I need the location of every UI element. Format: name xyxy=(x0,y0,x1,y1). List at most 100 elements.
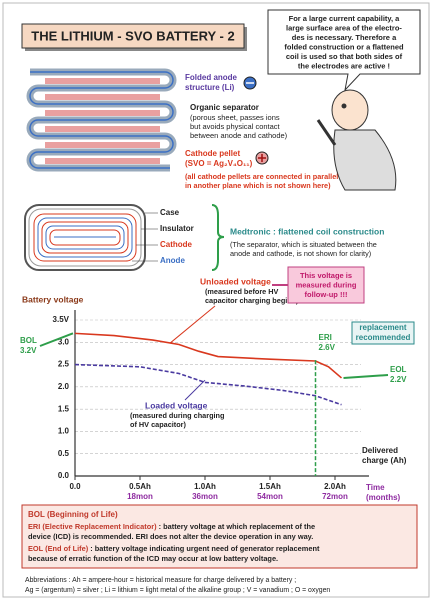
followup-text: measured during xyxy=(296,280,357,289)
cathode-pellet xyxy=(45,110,160,116)
marker-value: 2.6V xyxy=(319,343,336,352)
note: (measured before HV xyxy=(205,287,279,296)
series-label: Unloaded voltage xyxy=(200,276,271,286)
coil-cathode xyxy=(41,221,129,254)
marker-label: EOL xyxy=(390,365,407,374)
cartoon xyxy=(316,89,397,191)
marker-value: 3.2V xyxy=(20,346,37,355)
series-line xyxy=(74,332,343,379)
cathode-pellet xyxy=(45,126,160,132)
marker-arrow xyxy=(343,374,389,379)
bubble-text: coil is used so that both sides of xyxy=(286,52,403,61)
case xyxy=(24,204,146,271)
eri-text: : battery voltage at which replacement o… xyxy=(157,522,316,531)
bubble-text: des is necessary. Therefore a xyxy=(292,33,397,42)
separator-text: but avoids physical contact xyxy=(190,122,281,131)
x-tick-label: 0.5Ah xyxy=(129,482,151,491)
cartoon-eye xyxy=(341,103,347,109)
pointer xyxy=(184,379,206,401)
plus-sign xyxy=(258,154,266,162)
cathode-pellet xyxy=(45,78,160,84)
y-tick-label: 2.5 xyxy=(58,360,70,369)
time-tick-label: 18mon xyxy=(127,492,153,501)
coil-anode xyxy=(45,225,125,250)
x-axis-label: Delivered xyxy=(362,446,398,455)
insulator xyxy=(28,208,142,267)
insulator-label: Insulator xyxy=(160,224,194,233)
eol-term: EOL (End of Life) xyxy=(28,544,89,553)
note: capacitor charging begins) xyxy=(205,296,299,305)
abbreviations: Abbreviations : Ah = ampere-hour = histo… xyxy=(25,577,296,584)
abbreviations: Ag = (argentum) = silver ; Li = lithium … xyxy=(25,587,330,594)
y-tick-label: 2.0 xyxy=(58,382,70,391)
marker-label: BOL xyxy=(20,336,37,345)
separator-text: (porous sheet, passes ions xyxy=(190,113,280,122)
series-line xyxy=(74,363,342,406)
x-tick-label: 2.0Ah xyxy=(324,482,346,491)
cartoon-arm xyxy=(316,119,337,146)
cathode-formula: (SVO = Ag₂V₄O₁₁) xyxy=(185,159,253,168)
title: THE LITHIUM - SVO BATTERY - 2 xyxy=(31,28,234,43)
marker-value: 2.2V xyxy=(390,375,407,384)
cathode-label: Cathode pellet xyxy=(185,149,240,158)
y-tick-label: 0.5 xyxy=(58,449,70,458)
y-tick-label: 0.0 xyxy=(58,471,70,480)
coil-note: anode and cathode, is not shown for clar… xyxy=(230,249,371,258)
replacement-text: replacement xyxy=(359,323,406,332)
bubble-text: the electrodes are active ! xyxy=(298,61,390,70)
coil-cathode xyxy=(33,213,137,262)
bubble-text: large surface area of the electro- xyxy=(286,23,402,32)
coil-diagram xyxy=(24,204,225,271)
replacement-text: recommended xyxy=(356,333,411,342)
time-tick-label: 36mon xyxy=(192,492,218,501)
followup-text: follow-up !!! xyxy=(305,290,348,299)
x-tick-label: 1.0Ah xyxy=(194,482,216,491)
y-tick-label: 1.5 xyxy=(58,404,70,413)
note: of HV capacitor) xyxy=(130,420,187,429)
time-tick-label: 72mon xyxy=(322,492,348,501)
anode-line xyxy=(29,71,174,169)
y-tick-label: 3.0 xyxy=(58,337,70,346)
coil-heading: Medtronic : flattened coil construction xyxy=(230,226,384,236)
anode-label: Folded anode xyxy=(185,73,238,82)
pointer xyxy=(169,305,216,344)
eol-definition: EOL (End of Life) : battery voltage indi… xyxy=(28,544,320,553)
coil-note: (The separator, which is situated betwee… xyxy=(230,240,377,249)
eol-text: because of erratic function of the ICD m… xyxy=(28,554,278,563)
cathode-label: Cathode xyxy=(160,240,193,249)
cathode-pellet xyxy=(45,142,160,148)
cathode-note: in another plane which is not shown here… xyxy=(185,181,331,190)
replacement-box xyxy=(351,321,415,345)
time-tick-label: 54mon xyxy=(257,492,283,501)
followup-box xyxy=(287,266,365,304)
title-box xyxy=(21,23,245,49)
anode-label: structure (Li) xyxy=(185,83,235,92)
cathode-pellet xyxy=(45,158,160,164)
series-label: Loaded voltage xyxy=(145,400,208,410)
time-axis-label: Time xyxy=(366,483,385,492)
separator-label: Organic separator xyxy=(190,103,259,112)
followup-text: This voltage is xyxy=(300,271,352,280)
coil-cathode xyxy=(49,229,121,246)
bubble-text: folded construction or a flattened xyxy=(284,42,404,51)
note: (measured during charging xyxy=(130,411,224,420)
coil-anode xyxy=(37,217,133,258)
x-axis-label: charge (Ah) xyxy=(362,456,407,465)
speech-bubble xyxy=(267,9,421,92)
cartoon-head xyxy=(331,89,369,131)
y-axis-label: Battery voltage xyxy=(22,294,84,304)
anode-label: Anode xyxy=(160,256,185,265)
case-label: Case xyxy=(160,208,180,217)
marker-arrow xyxy=(39,332,74,347)
marker-label: ERI xyxy=(319,333,332,342)
leader-lines xyxy=(132,212,158,262)
x-tick-label: 1.5Ah xyxy=(259,482,281,491)
separator-text: between anode and cathode) xyxy=(190,131,288,140)
bol-definition: BOL (Beginning of Life) xyxy=(28,510,118,519)
cartoon-body xyxy=(333,129,397,191)
brace xyxy=(211,204,225,271)
x-tick-label: 0.0 xyxy=(69,482,81,491)
definitions-box xyxy=(21,504,418,569)
